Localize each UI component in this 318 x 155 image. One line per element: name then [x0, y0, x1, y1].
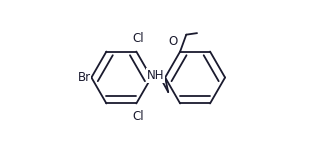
- Text: Cl: Cl: [132, 32, 144, 45]
- Text: O: O: [169, 35, 178, 48]
- Text: Cl: Cl: [132, 110, 144, 123]
- Text: NH: NH: [147, 69, 164, 82]
- Text: Br: Br: [78, 71, 91, 84]
